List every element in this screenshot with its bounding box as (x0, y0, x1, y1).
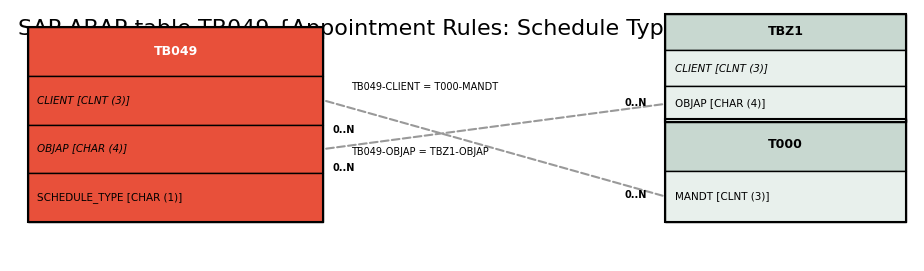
Text: 0..N: 0..N (333, 163, 355, 173)
Text: TB049: TB049 (153, 45, 198, 58)
FancyBboxPatch shape (665, 171, 906, 222)
Text: OBJAP [CHAR (4)]: OBJAP [CHAR (4)] (37, 144, 128, 154)
FancyBboxPatch shape (665, 119, 906, 171)
FancyBboxPatch shape (665, 14, 906, 50)
Text: OBJAP [CHAR (4)]: OBJAP [CHAR (4)] (675, 99, 765, 109)
FancyBboxPatch shape (665, 50, 906, 86)
FancyBboxPatch shape (28, 125, 323, 173)
FancyBboxPatch shape (28, 27, 323, 76)
FancyBboxPatch shape (665, 86, 906, 122)
Text: 0..N: 0..N (625, 98, 647, 108)
Text: 0..N: 0..N (333, 125, 355, 135)
Text: TB049-CLIENT = T000-MANDT: TB049-CLIENT = T000-MANDT (351, 82, 498, 92)
Text: CLIENT [CLNT (3)]: CLIENT [CLNT (3)] (675, 63, 768, 73)
FancyBboxPatch shape (28, 173, 323, 222)
Text: TBZ1: TBZ1 (768, 25, 803, 38)
Text: SCHEDULE_TYPE [CHAR (1)]: SCHEDULE_TYPE [CHAR (1)] (37, 192, 182, 203)
FancyBboxPatch shape (28, 76, 323, 125)
Text: T000: T000 (768, 138, 803, 151)
Text: TB049-OBJAP = TBZ1-OBJAP: TB049-OBJAP = TBZ1-OBJAP (351, 147, 489, 157)
Text: SAP ABAP table TB049 {Appointment Rules: Schedule Types}: SAP ABAP table TB049 {Appointment Rules:… (18, 19, 703, 39)
Text: CLIENT [CLNT (3)]: CLIENT [CLNT (3)] (37, 95, 130, 105)
Text: 0..N: 0..N (625, 190, 647, 200)
Text: MANDT [CLNT (3)]: MANDT [CLNT (3)] (675, 192, 769, 201)
